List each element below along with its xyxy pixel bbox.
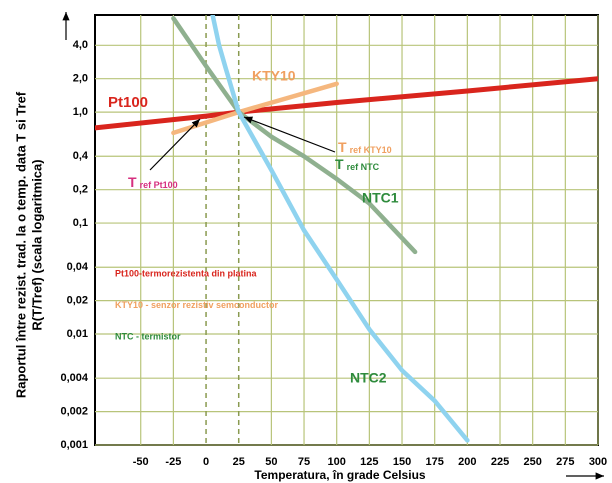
x-tick-label: -25 [165,456,181,468]
y-tick-label: 0,1 [73,217,88,229]
ref-sub: ref Pt100 [140,180,178,190]
x-tick-label: 0 [203,456,209,468]
series-line [171,16,418,255]
x-label: Temperatura, în grade Celsius [254,468,425,482]
y-tick-label: 0,001 [60,439,88,451]
x-tick-label: 50 [265,456,277,468]
x-tick-label: 150 [393,456,411,468]
ref-main: T [338,139,347,155]
y-tick-label: 0,04 [67,261,89,273]
y-tick-label: 0,002 [60,406,88,418]
ref-main: T [128,174,137,190]
series-label: Pt100 [108,94,148,111]
x-tick-label: 300 [589,456,607,468]
x-tick-label: 25 [233,456,245,468]
y-tick-label: 0,02 [67,295,88,307]
ref-main: T [335,156,344,172]
series-label: KTY10 [252,68,296,84]
x-tick-label: 100 [328,456,346,468]
ref-arrow [243,116,336,153]
x-tick-label: -50 [133,456,149,468]
x-tick-label: 125 [360,456,378,468]
series-line [95,76,598,131]
note: KTY10 - senzor rezistiv semconductor [115,300,279,310]
y-tick-label: 0,01 [67,328,88,340]
y-tick-label: 4,0 [73,39,88,51]
x-tick-label: 200 [458,456,476,468]
x-tick-label: 250 [523,456,541,468]
y-tick-label: 0,004 [60,372,88,384]
note: Pt100-termorezistenta din platina [115,268,258,278]
note: NTC - termistor [115,331,181,341]
ref-sub: ref NTC [347,162,380,172]
y-tick-label: 2,0 [73,73,88,85]
ref-sub: ref KTY10 [350,145,392,155]
y-label: R(T/Tref) (scala logaritmica) [29,159,44,330]
y-tick-label: 0,4 [73,150,89,162]
x-tick-label: 225 [491,456,509,468]
x-tick-label: 175 [426,456,444,468]
y-tick-label: 1,0 [73,106,88,118]
ref-arrow [149,118,201,171]
series-label: NTC1 [362,190,399,206]
y-tick-label: 0,2 [73,184,88,196]
x-tick-label: 75 [298,456,310,468]
series-line [210,15,470,443]
plot-area [94,14,599,446]
x-tick-label: 275 [556,456,574,468]
y-label: Raportul între rezist. trad. la o temp. … [13,91,28,398]
series-label: NTC2 [350,370,387,386]
